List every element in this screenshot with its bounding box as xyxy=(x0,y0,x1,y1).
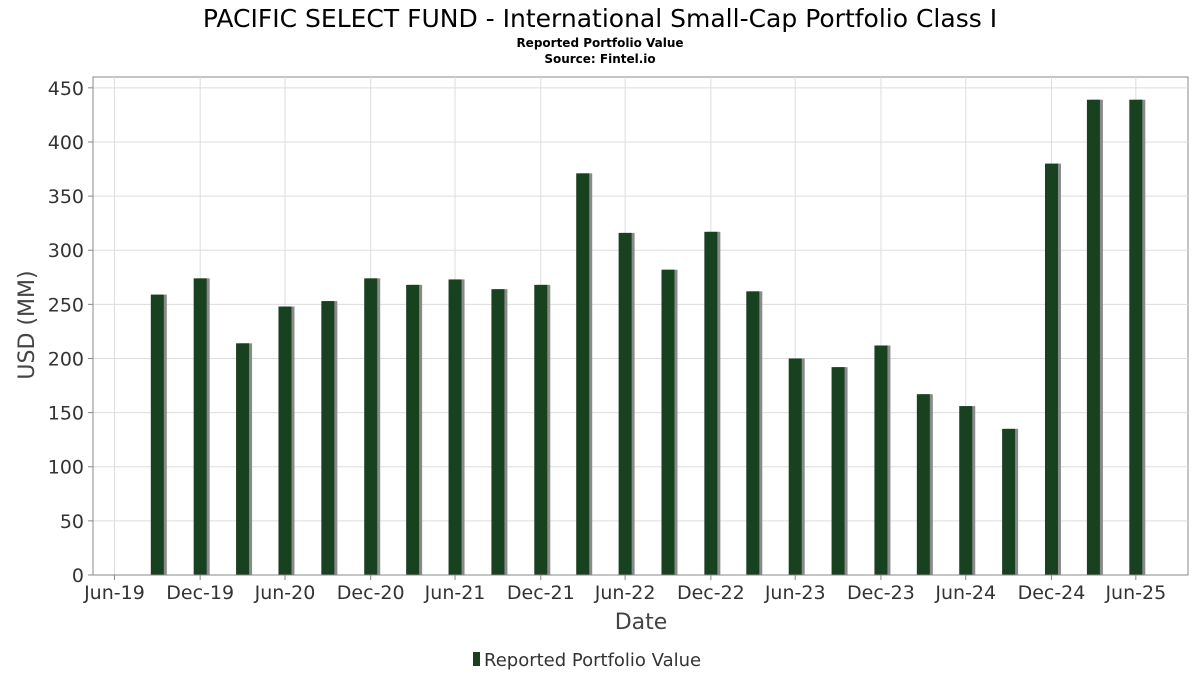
y-tick-label: 100 xyxy=(48,457,84,479)
bar xyxy=(534,284,548,575)
x-tick-label: Dec-23 xyxy=(847,582,915,604)
legend-swatch xyxy=(473,652,480,666)
bar xyxy=(1044,163,1058,575)
bar xyxy=(788,358,802,575)
x-tick-label: Dec-22 xyxy=(677,582,745,604)
x-axis: Jun-19 Dec-19 Jun-20 Dec-20 Jun-21 Dec-21 Jun-… xyxy=(83,574,1188,604)
bars xyxy=(150,99,1146,576)
bar xyxy=(1086,99,1100,576)
bar xyxy=(916,394,930,575)
bar xyxy=(150,294,164,575)
bar xyxy=(364,278,378,575)
bar xyxy=(321,301,335,575)
bar xyxy=(193,278,207,575)
chart-subtitle: Reported Portfolio Value xyxy=(516,36,683,50)
x-tick-label: Jun-20 xyxy=(254,582,316,604)
y-tick-label: 300 xyxy=(48,240,84,262)
chart-title: PACIFIC SELECT FUND - International Smal… xyxy=(203,4,997,33)
bar xyxy=(618,232,632,576)
bar xyxy=(576,173,590,575)
bar xyxy=(278,306,292,575)
x-tick-label: Jun-25 xyxy=(1104,582,1166,604)
x-tick-label: Dec-19 xyxy=(166,582,234,604)
bar xyxy=(1129,99,1143,576)
bar xyxy=(236,343,250,575)
bar xyxy=(491,289,505,575)
bar xyxy=(406,284,420,575)
x-tick-label: Dec-24 xyxy=(1018,582,1086,604)
y-tick-label: 50 xyxy=(60,511,84,533)
y-tick-label: 0 xyxy=(72,565,84,587)
y-tick-label: 150 xyxy=(48,403,84,425)
bar xyxy=(746,291,760,575)
x-tick-label: Jun-24 xyxy=(934,582,996,604)
bar xyxy=(874,345,888,575)
y-tick-label: 250 xyxy=(48,294,84,316)
bar xyxy=(704,231,718,575)
x-tick-label: Dec-20 xyxy=(337,582,405,604)
chart-source: Source: Fintel.io xyxy=(544,52,655,66)
bar xyxy=(959,406,973,575)
bar xyxy=(448,279,462,575)
legend-label: Reported Portfolio Value xyxy=(484,650,701,671)
y-tick-label: 400 xyxy=(48,132,84,154)
y-axis-title: USD (MM) xyxy=(15,270,40,379)
x-tick-label: Jun-21 xyxy=(424,582,486,604)
bar xyxy=(661,269,675,575)
x-axis-title: Date xyxy=(615,610,668,635)
bar xyxy=(1002,428,1016,575)
bar xyxy=(831,367,845,575)
x-tick-label: Jun-22 xyxy=(594,582,656,604)
legend: Reported Portfolio Value xyxy=(473,650,701,671)
plot-area xyxy=(92,76,1189,576)
x-tick-label: Dec-21 xyxy=(507,582,575,604)
x-tick-label: Jun-19 xyxy=(83,582,145,604)
y-tick-label: 350 xyxy=(48,186,84,208)
y-tick-label: 200 xyxy=(48,348,84,370)
y-axis: 0 50 100 150 200 250 300 350 400 450 xyxy=(48,77,94,587)
y-tick-label: 450 xyxy=(48,78,84,100)
x-tick-label: Jun-23 xyxy=(764,582,826,604)
